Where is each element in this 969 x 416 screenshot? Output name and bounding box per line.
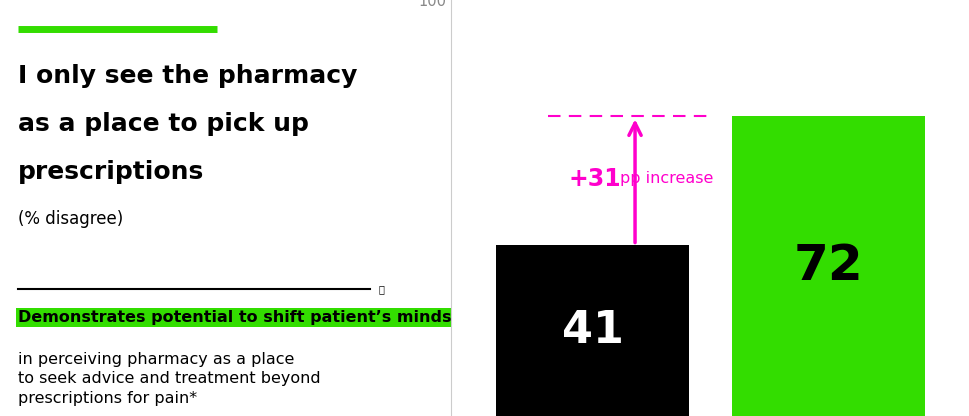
Text: +31: +31: [569, 167, 621, 191]
Text: prescriptions: prescriptions: [18, 160, 204, 184]
Text: Demonstrates potential to shift patient’s mindset: Demonstrates potential to shift patient’…: [18, 310, 470, 325]
Text: ⧖: ⧖: [378, 284, 384, 294]
Text: 41: 41: [561, 309, 623, 352]
Text: in perceiving pharmacy as a place
to seek advice and treatment beyond
prescripti: in perceiving pharmacy as a place to see…: [18, 352, 321, 406]
Text: pp increase: pp increase: [619, 171, 712, 186]
Bar: [495, 245, 689, 416]
Text: (% disagree): (% disagree): [18, 210, 123, 228]
Text: 72: 72: [793, 242, 862, 290]
Text: I only see the pharmacy: I only see the pharmacy: [18, 64, 357, 89]
Text: as a place to pick up: as a place to pick up: [18, 112, 308, 136]
Bar: [731, 116, 924, 416]
